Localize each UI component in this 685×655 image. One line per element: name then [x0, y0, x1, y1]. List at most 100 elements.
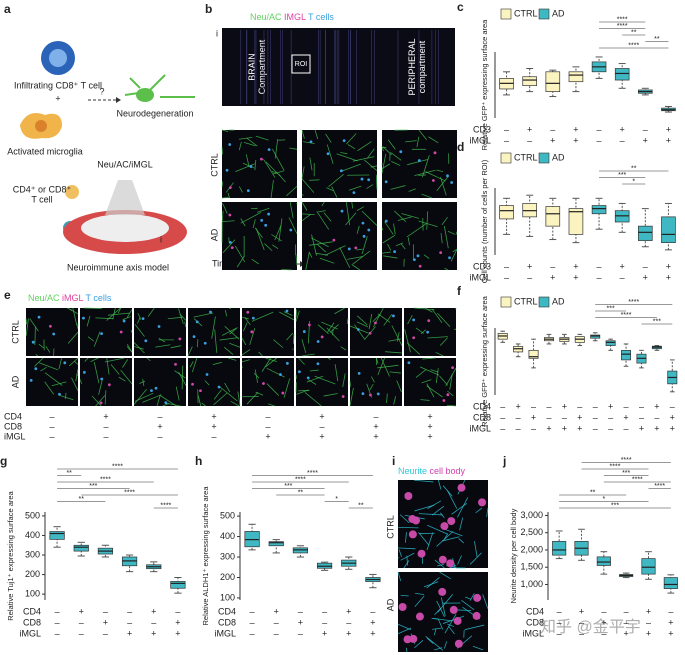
- cell: [384, 180, 388, 184]
- significance: ****: [295, 476, 306, 483]
- neurite: [414, 169, 436, 176]
- micro-image: [134, 358, 186, 406]
- condition-sign: –: [654, 412, 659, 422]
- neurite: [469, 552, 482, 565]
- neurite: [327, 357, 331, 361]
- neurite: [390, 151, 402, 161]
- neurite: [295, 309, 298, 318]
- neurite: [327, 322, 335, 333]
- legend-label: CTRL: [514, 152, 538, 162]
- neurite: [437, 619, 444, 630]
- arrow-head: [116, 97, 121, 103]
- neurite: [345, 212, 357, 226]
- neurite: [142, 394, 162, 403]
- cell: [281, 391, 285, 395]
- neurite: [286, 332, 294, 341]
- neurite: [439, 571, 451, 580]
- cell: [416, 254, 420, 258]
- neurite: [278, 218, 283, 242]
- stain-legend: Neu/AC iMGL T cells: [28, 293, 112, 303]
- neurite: [254, 227, 263, 238]
- condition-name: iMGL: [522, 628, 544, 638]
- neurite: [407, 237, 410, 246]
- cell: [431, 179, 435, 182]
- cell: [354, 246, 358, 250]
- neurite: [189, 361, 194, 368]
- overview-image: [222, 28, 455, 106]
- plus: +: [55, 93, 60, 103]
- neurite: [408, 188, 416, 192]
- condition-sign: +: [639, 423, 644, 433]
- neurite: [214, 329, 218, 353]
- neurite: [393, 223, 396, 235]
- panel-i: i Neurite cell body CTRL AD: [385, 454, 465, 611]
- neurite: [375, 174, 378, 190]
- condition-sign: –: [579, 628, 584, 638]
- condition-sign: +: [298, 617, 303, 627]
- neurite: [340, 163, 361, 173]
- neurite: [433, 618, 452, 622]
- condition-sign: +: [643, 135, 648, 145]
- condition-sign: –: [322, 617, 327, 627]
- condition-sign: –: [79, 617, 84, 627]
- neurite: [414, 639, 424, 649]
- neurite: [356, 206, 365, 211]
- neurite: [434, 647, 443, 651]
- neurite: [301, 166, 305, 179]
- condition-sign: +: [646, 628, 651, 638]
- y-tick-label: 2,000: [520, 544, 543, 554]
- row-label: AD: [209, 228, 219, 241]
- neurite: [238, 137, 253, 140]
- cell: [157, 325, 161, 328]
- condition-sign: –: [531, 423, 536, 433]
- condition-sign: –: [49, 421, 54, 431]
- neurite: [228, 357, 237, 361]
- condition-sign: –: [250, 606, 255, 616]
- neurite: [448, 625, 455, 635]
- stain: Neu/AC: [28, 293, 60, 303]
- cell: [361, 221, 365, 225]
- neurite: [447, 623, 454, 627]
- neurite: [482, 594, 489, 610]
- stain: cell body: [430, 466, 466, 476]
- condition-sign: +: [370, 617, 375, 627]
- neurite: [272, 148, 285, 171]
- neurite: [104, 357, 125, 363]
- cell: [447, 517, 456, 526]
- cell: [341, 395, 345, 398]
- neurite: [377, 357, 385, 376]
- neurite: [397, 216, 412, 221]
- neurite: [139, 380, 146, 384]
- y-tick-label: 200: [25, 569, 40, 579]
- cell: [412, 258, 416, 262]
- cell: [306, 376, 310, 380]
- neurite: [305, 251, 310, 271]
- cell: [398, 603, 407, 612]
- y-axis-label: Relative Tuj1⁺ expressing surface area: [6, 490, 15, 620]
- condition-sign: –: [668, 606, 673, 616]
- condition-name: iMGL: [19, 628, 41, 638]
- neurite: [388, 338, 401, 342]
- neurite: [405, 532, 407, 543]
- neurite: [179, 313, 187, 321]
- cd-label: T cell: [31, 194, 52, 204]
- neurite: [370, 165, 378, 168]
- legend-label: AD: [552, 152, 565, 162]
- neurite: [356, 248, 363, 251]
- t-cell-label: Infiltrating CD8⁺ T cell: [14, 80, 102, 90]
- watermark: 知乎 @金平宇: [540, 618, 641, 636]
- condition-name: iMGL: [469, 423, 491, 433]
- condition-sign: –: [516, 412, 521, 422]
- micro-image: [242, 308, 294, 356]
- condition-sign: –: [504, 135, 509, 145]
- row-label: CTRL: [385, 515, 395, 539]
- condition-sign: +: [157, 421, 162, 431]
- cell: [100, 377, 104, 381]
- condition-sign: +: [573, 272, 578, 282]
- neurite: [255, 391, 264, 396]
- neurite: [403, 560, 410, 569]
- neurite: [272, 170, 285, 175]
- cell: [368, 331, 372, 335]
- cell: [205, 373, 209, 376]
- neurite: [452, 248, 458, 253]
